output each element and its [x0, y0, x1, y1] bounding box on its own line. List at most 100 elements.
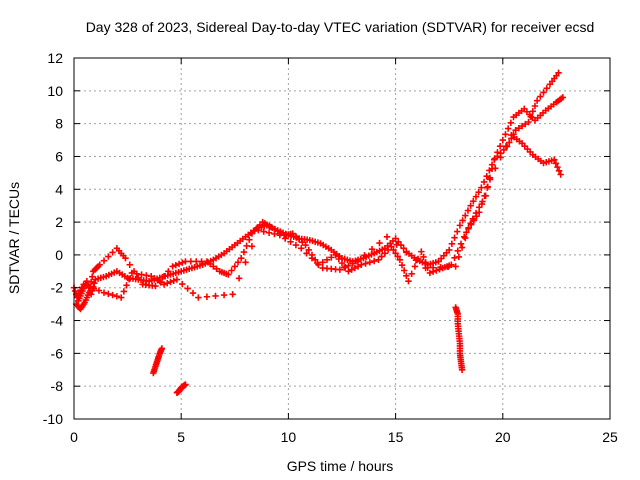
data-point — [446, 262, 453, 269]
data-point — [537, 157, 545, 165]
data-point — [518, 107, 525, 115]
data-point — [448, 240, 456, 248]
data-point — [89, 273, 96, 280]
data-point — [539, 109, 547, 117]
data-point — [109, 291, 116, 299]
data-point — [193, 258, 200, 265]
data-point — [94, 263, 102, 270]
data-point — [378, 253, 385, 260]
data-point — [470, 217, 478, 224]
data-point — [444, 263, 452, 271]
data-point — [354, 263, 362, 270]
data-point — [552, 160, 560, 167]
data-point — [228, 243, 236, 251]
data-point — [390, 246, 397, 254]
data-point — [138, 271, 145, 278]
data-point — [507, 119, 515, 127]
data-point — [512, 127, 519, 134]
data-point — [475, 188, 482, 196]
data-point — [502, 131, 509, 138]
data-point — [457, 240, 465, 248]
data-point — [527, 113, 534, 120]
data-point — [100, 257, 108, 264]
data-point — [388, 243, 395, 250]
data-point — [167, 278, 174, 286]
data-point — [345, 262, 352, 269]
data-point — [198, 258, 205, 265]
y-tick-label: 10 — [47, 83, 63, 99]
data-point — [458, 244, 466, 251]
data-point — [276, 232, 284, 239]
data-point — [481, 192, 488, 200]
data-point — [379, 246, 386, 253]
data-point — [335, 255, 342, 263]
data-point — [229, 291, 236, 298]
data-point — [340, 264, 348, 271]
data-point — [418, 248, 425, 255]
data-point — [274, 227, 281, 235]
data-point — [515, 124, 523, 132]
data-point — [265, 222, 273, 229]
data-point — [84, 291, 92, 299]
data-point — [184, 285, 191, 292]
data-point — [433, 267, 440, 274]
data-point — [467, 221, 475, 228]
data-point — [494, 153, 501, 160]
y-tick-label: 2 — [55, 214, 63, 230]
data-point — [348, 266, 355, 273]
data-point — [464, 207, 472, 214]
data-point — [175, 268, 182, 276]
data-point — [80, 300, 87, 308]
data-point — [357, 255, 364, 263]
y-tick-label: 12 — [47, 50, 63, 66]
data-point — [454, 228, 461, 235]
data-point — [235, 275, 243, 282]
data-point — [555, 167, 563, 175]
data-point — [525, 118, 532, 126]
data-point — [234, 259, 242, 266]
y-tick-label: -6 — [51, 345, 64, 361]
data-point — [332, 266, 339, 273]
data-point — [292, 241, 300, 249]
y-tick-label: -2 — [51, 280, 64, 296]
data-point — [554, 163, 561, 171]
data-point — [465, 225, 472, 232]
data-point — [349, 260, 356, 267]
data-point — [120, 288, 128, 295]
data-point — [422, 264, 429, 272]
data-point — [452, 263, 459, 270]
data-point — [462, 234, 469, 242]
data-point — [332, 251, 339, 259]
data-point — [472, 193, 480, 200]
x-tick-label: 20 — [495, 429, 511, 445]
data-point — [548, 157, 555, 164]
data-point — [533, 97, 541, 104]
data-point — [473, 213, 480, 220]
data-point — [558, 95, 565, 102]
data-point — [543, 85, 550, 92]
data-point — [240, 248, 248, 256]
data-point — [175, 260, 183, 268]
data-point — [153, 358, 161, 365]
data-point — [351, 264, 359, 272]
data-point — [366, 259, 374, 266]
data-point — [529, 108, 537, 115]
chart-title: Day 328 of 2023, Sidereal Day-to-day VTE… — [86, 19, 595, 35]
data-point — [491, 156, 498, 163]
x-tick-label: 25 — [602, 429, 618, 445]
data-point — [506, 139, 513, 146]
data-point — [187, 258, 195, 265]
data-point — [422, 259, 429, 266]
x-tick-label: 15 — [388, 429, 404, 445]
data-point — [90, 285, 98, 292]
data-point — [463, 229, 470, 236]
data-point — [71, 287, 79, 295]
series-spread-a — [72, 69, 562, 313]
data-point — [429, 264, 437, 271]
x-tick-labels: 0 5 10 15 20 25 — [70, 429, 618, 445]
data-point — [75, 303, 82, 310]
data-point — [492, 165, 499, 172]
data-point — [361, 252, 368, 259]
data-point — [362, 260, 369, 267]
